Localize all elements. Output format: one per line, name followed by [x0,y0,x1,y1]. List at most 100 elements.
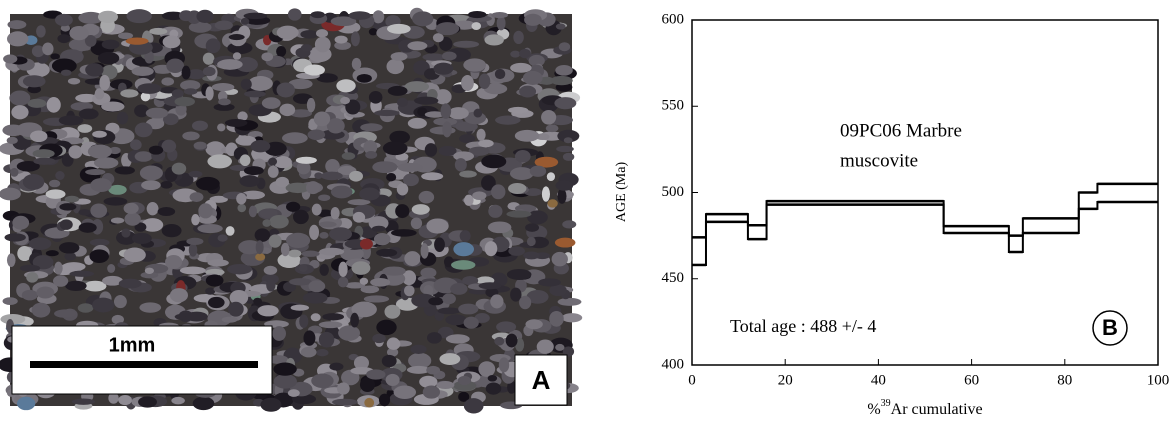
grain [450,282,468,295]
grain [534,156,559,168]
grain [461,74,474,91]
grain [411,204,430,215]
grain [211,83,235,92]
grain [462,275,479,286]
grain [36,25,46,38]
grain [54,261,63,275]
grain [293,209,309,225]
grain [255,253,266,261]
grain [303,330,316,346]
grain [235,57,258,73]
grain [117,32,134,40]
grain [71,398,96,405]
grain [421,172,444,181]
grain [411,293,437,308]
grain [381,354,397,368]
grain [12,215,30,230]
grain [418,190,435,204]
grain [359,377,376,393]
grain [188,243,198,257]
grain [196,9,214,23]
grain [144,267,154,274]
grain [130,139,142,151]
grain [347,199,371,206]
grain [300,346,317,358]
grain [54,13,73,27]
grain [161,139,177,153]
grain [263,265,278,275]
grain [337,276,349,288]
grain [162,35,181,49]
grain [266,279,276,292]
grain [445,314,467,326]
grain [228,301,244,317]
grain [140,91,151,102]
grain [549,311,564,327]
grain [84,34,97,47]
grain [463,194,474,206]
grain [305,181,321,195]
grain [484,34,504,46]
grain [359,277,369,285]
grain [318,194,331,201]
grain [134,104,150,118]
grain [237,111,248,122]
grain [513,30,524,45]
grain [239,175,260,188]
grain [488,204,503,218]
grain [311,373,334,389]
x-tick-label: 80 [1057,372,1072,388]
grain [287,8,302,21]
grain [113,295,127,309]
grain [123,202,139,215]
grain [137,83,162,94]
grain [21,289,38,301]
grain [141,218,164,232]
grain [422,385,441,399]
grain [491,184,506,200]
grain [509,167,534,181]
grain [506,210,532,218]
grain [268,157,278,166]
grain [393,385,417,400]
grain [373,233,391,246]
grain [454,158,467,172]
grain [525,319,543,330]
grain [229,289,249,306]
grain [363,140,378,155]
grain [387,85,408,96]
grain [108,184,127,195]
grain [541,186,550,202]
grain [366,369,386,380]
grain [125,37,149,45]
grain [561,313,583,323]
grain [550,75,573,86]
grain [309,224,320,240]
grain [353,355,369,370]
grain [126,9,152,24]
grain [334,35,348,44]
grain [32,255,54,270]
grain [85,169,106,176]
grain [57,34,71,44]
grain [558,42,571,52]
grain [54,309,76,318]
grain [218,98,231,106]
grain [83,280,107,292]
grain [481,175,496,191]
grain [17,245,32,262]
grain [360,123,383,132]
grain [268,355,289,364]
grain [163,113,179,126]
y-tick-label: 450 [662,270,685,286]
grain [402,270,417,286]
grain [557,129,580,143]
grain [145,107,169,119]
grain [478,139,494,148]
y-axis-label: AGE (Ma) [614,162,629,223]
grain [485,382,502,395]
grain [330,206,340,220]
grain [562,152,575,161]
grain [188,21,212,33]
grain [46,97,61,113]
